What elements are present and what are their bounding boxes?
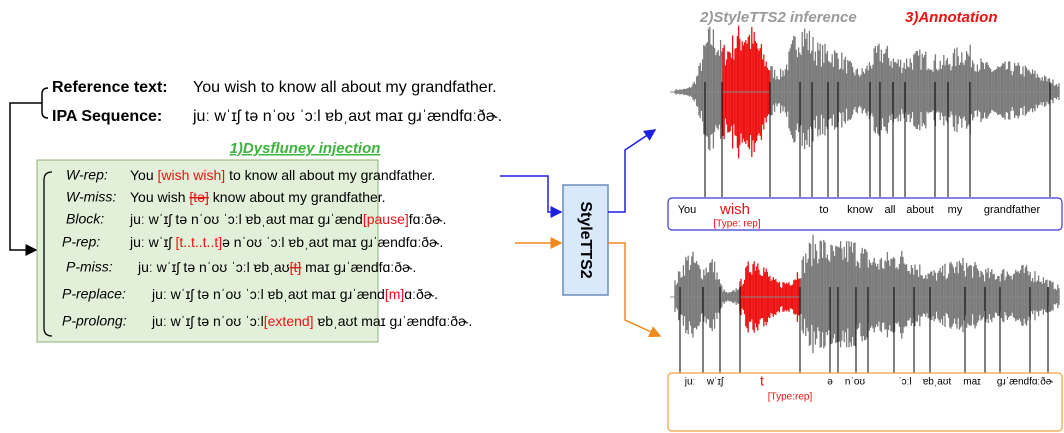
word-token: You <box>678 204 697 216</box>
row-text: You wish [tə] know about my grandfather. <box>130 189 386 205</box>
phoneme-annotation-box <box>667 372 1063 432</box>
model-label: StyleTTS2 <box>577 201 594 278</box>
phoneme-token: ɡɹˈændfɑːðɚ <box>997 376 1054 388</box>
brace <box>41 87 49 119</box>
phoneme-token: t <box>760 373 764 389</box>
row-part: know about my grandfather. <box>209 189 386 205</box>
row-part: [t] <box>290 259 302 275</box>
orange-arrow-out <box>608 242 662 338</box>
row-part: maɪ ɡɹˈændfɑːðɚ. <box>301 259 416 275</box>
row-text: juː wˈɪʃ tə nˈoʊ ˈɔːl[extend] ɐbˌaʊt maɪ… <box>151 313 472 329</box>
row-part: [m] <box>385 286 404 302</box>
row-part: [t..t..t..t] <box>175 234 222 250</box>
row-text: You [wish wish] to know all about my gra… <box>130 167 435 183</box>
word-token: to <box>819 204 828 216</box>
phoneme-type: [Type:rep] <box>768 392 813 403</box>
annotation-title: 3)Annotation <box>905 9 997 26</box>
word-token: my <box>948 204 963 216</box>
row-part: juː wˈɪʃ tə nˈoʊ ˈɔːl ɐbˌaʊt maɪ ɡɹˈænd <box>151 286 385 302</box>
row-part: [wish wish] <box>158 167 226 183</box>
row-label: P-rep: <box>62 234 100 250</box>
phoneme-token: ə <box>827 377 833 388</box>
phoneme-token: ˈɔːl <box>898 377 911 388</box>
row-part: juː wˈɪʃ <box>129 234 175 250</box>
word-token: about <box>906 204 934 216</box>
ipa-text: juː wˈɪʃ tə nˈoʊ ˈɔːl ɐbˌaʊt maɪ ɡɹˈændf… <box>192 108 502 125</box>
row-text: juː wˈɪʃ tə nˈoʊ ˈɔːl ɐbˌaʊ[t] maɪ ɡɹˈæn… <box>137 259 416 275</box>
row-part: [pause] <box>363 211 409 227</box>
word-annotation-box <box>667 197 1063 231</box>
word-token: all <box>884 204 895 216</box>
row-text: juː wˈɪʃ tə nˈoʊ ˈɔːl ɐbˌaʊt maɪ ɡɹˈænd[… <box>129 211 446 227</box>
row-label: W-miss: <box>66 189 116 205</box>
inference-title: 2)StyleTTS2 inference <box>699 9 857 26</box>
row-part: ə nˈoʊ ˈɔːl ɐbˌaʊt maɪ ɡɹˈændfɑːðɚ. <box>222 234 443 250</box>
row-part: [extend] <box>264 313 314 329</box>
row-label: P-miss: <box>66 259 113 275</box>
reference-label: Reference text: <box>52 79 168 96</box>
feed-arrow <box>9 102 42 256</box>
ipa-label: IPA Sequence: <box>52 108 162 125</box>
row-label: P-prolong: <box>62 313 127 329</box>
row-text: juː wˈɪʃ tə nˈoʊ ˈɔːl ɐbˌaʊt maɪ ɡɹˈænd[… <box>151 286 438 302</box>
phoneme-token: maɪ <box>963 377 981 388</box>
rows-brace <box>43 171 53 337</box>
word-token: wish <box>719 201 750 218</box>
row-label: Block: <box>66 211 104 227</box>
phoneme-token: ɐbˌaʊt <box>923 377 952 388</box>
row-part: juː wˈɪʃ tə nˈoʊ ˈɔːl <box>151 313 264 329</box>
word-token: grandfather <box>984 204 1041 216</box>
row-label: W-rep: <box>66 167 108 183</box>
reference-text: You wish to know all about my grandfathe… <box>193 79 497 96</box>
row-label: P-replace: <box>62 286 126 302</box>
blue-arrow-out <box>608 129 657 213</box>
row-part: fɑːðɚ. <box>409 211 447 227</box>
row-part: [tə] <box>189 189 208 205</box>
blue-arrow-in <box>500 175 563 218</box>
row-part: You wish <box>130 189 189 205</box>
model-box <box>562 184 609 296</box>
phoneme-token: wˈɪʃ <box>706 377 724 388</box>
row-text: juː wˈɪʃ [t..t..t..t]ə nˈoʊ ˈɔːl ɐbˌaʊt … <box>129 234 443 250</box>
word-type: [Type: rep] <box>713 219 760 230</box>
injection-box <box>36 159 379 343</box>
injection-title: 1)Dysfluney injection <box>230 140 381 157</box>
row-part: You <box>130 167 158 183</box>
word-token: know <box>847 204 873 216</box>
row-part: juː wˈɪʃ tə nˈoʊ ˈɔːl ɐbˌaʊ <box>137 259 290 275</box>
row-part: ɐbˌaʊt maɪ ɡɹˈændfɑːðɚ. <box>314 313 473 329</box>
phoneme-token: nˈoʊ <box>845 377 865 388</box>
row-part: ɑːðɚ. <box>404 286 438 302</box>
row-part: to know all about my grandfather. <box>225 167 435 183</box>
row-part: juː wˈɪʃ tə nˈoʊ ˈɔːl ɐbˌaʊt maɪ ɡɹˈænd <box>129 211 363 227</box>
phoneme-token: juː <box>684 377 696 388</box>
